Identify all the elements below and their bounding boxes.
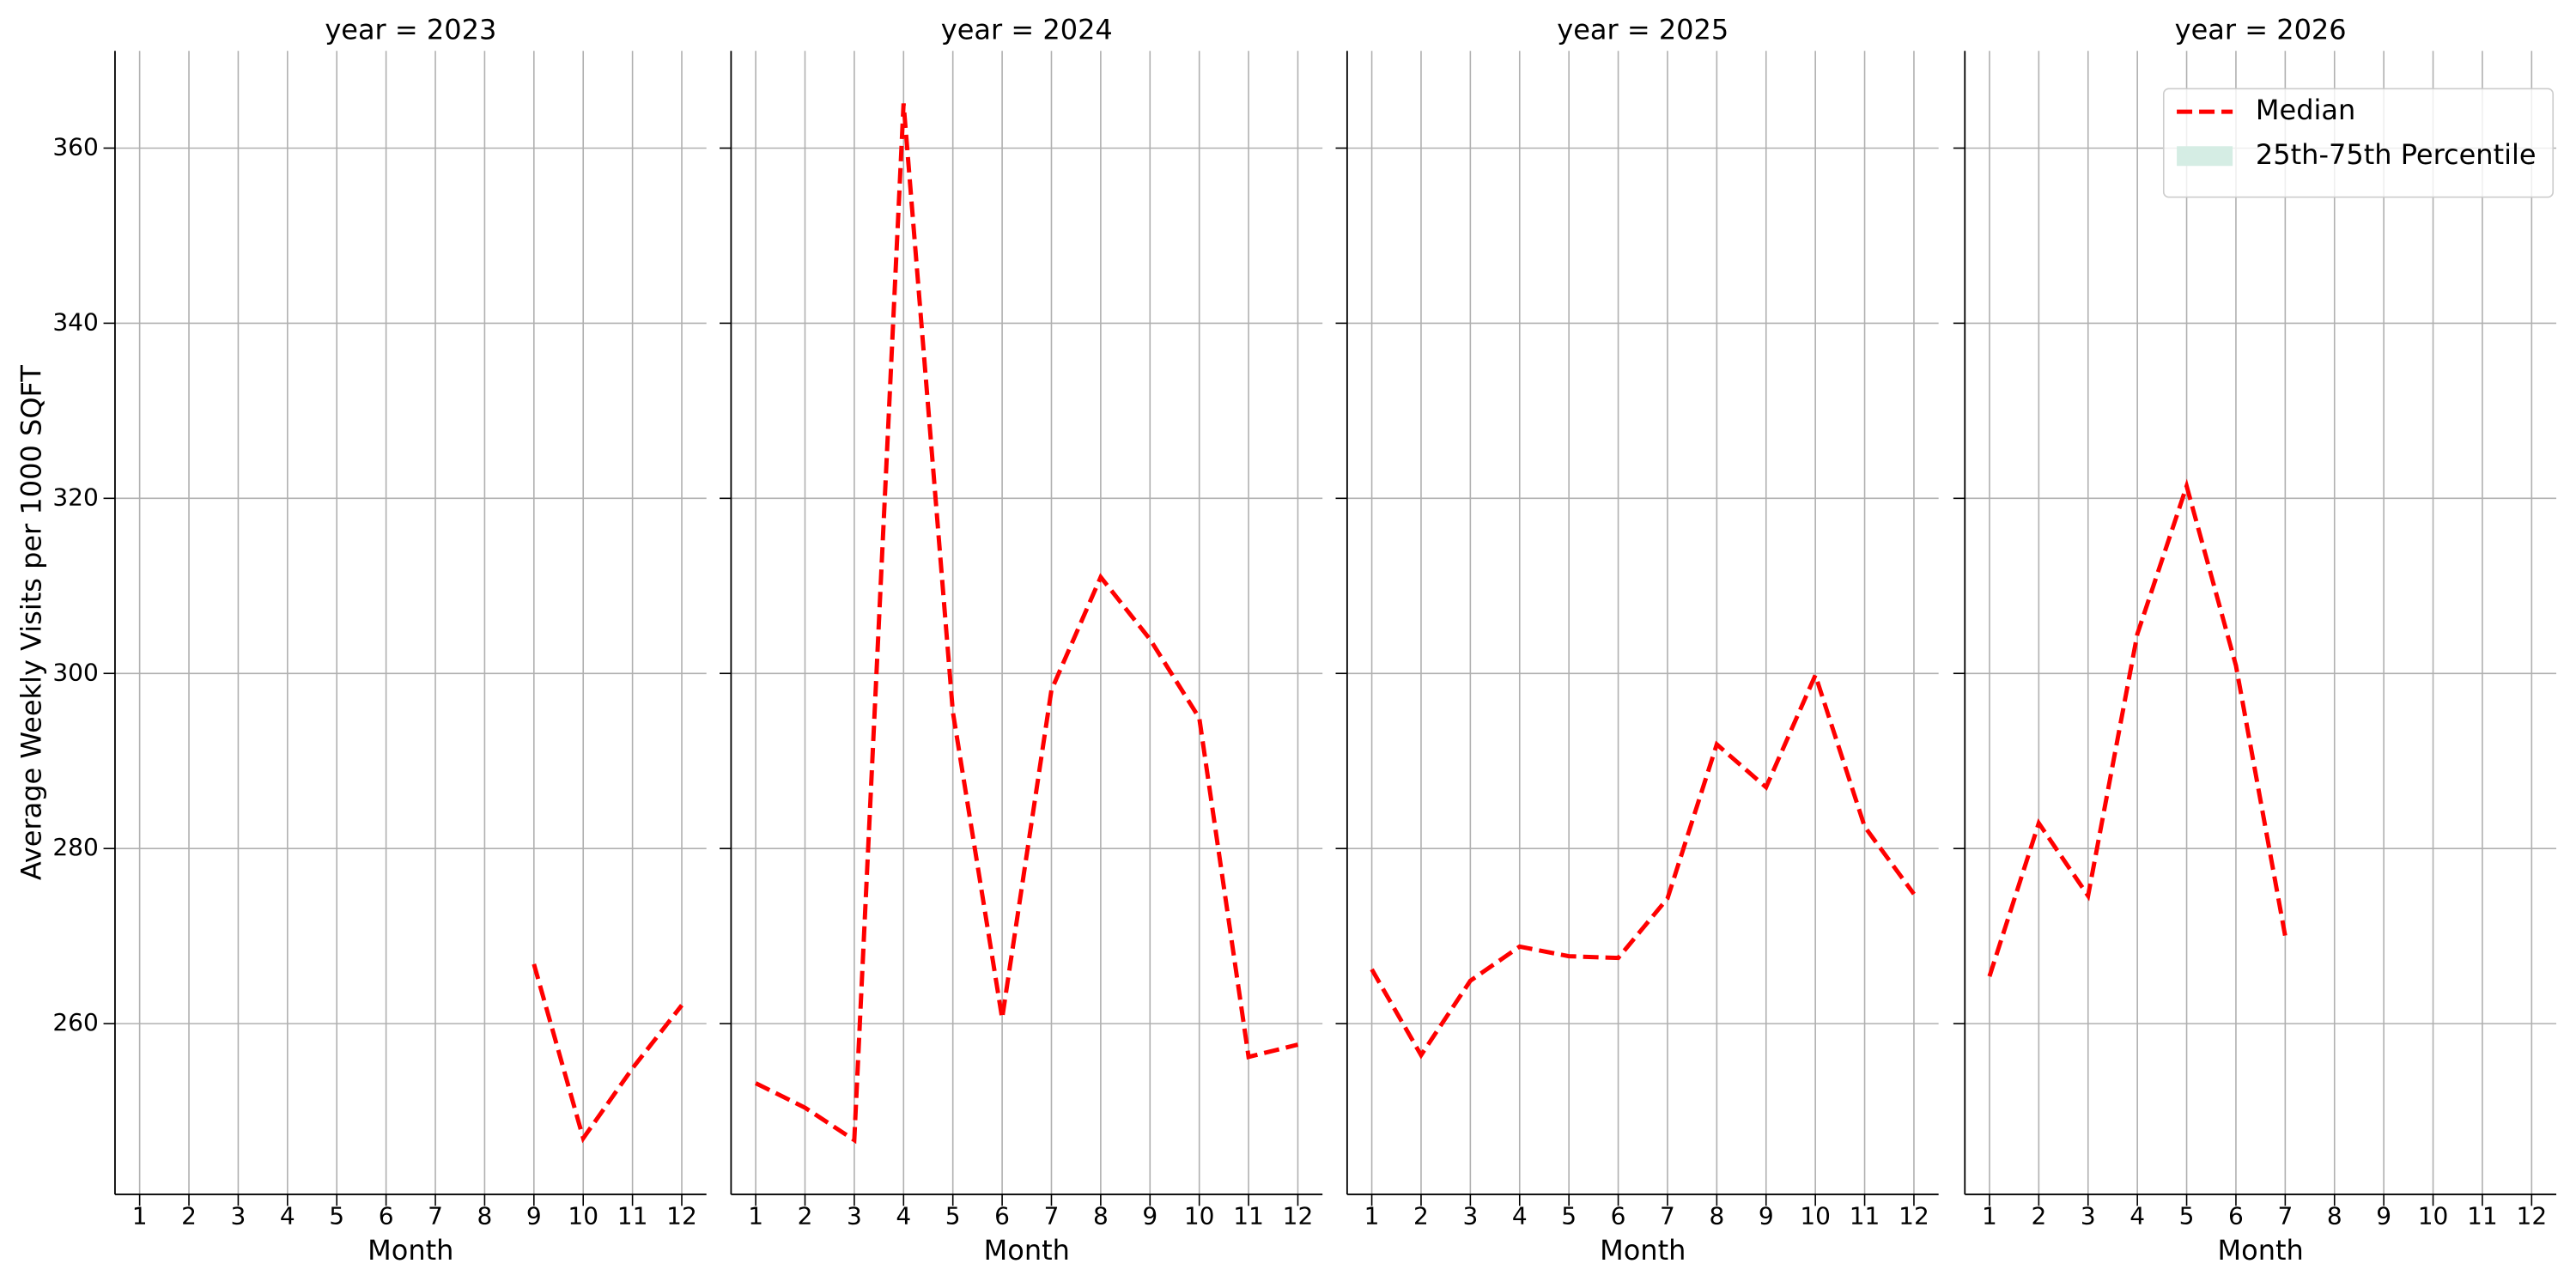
x-tick-label: 9 bbox=[1142, 1202, 1157, 1230]
panel-title: year = 2026 bbox=[2175, 13, 2347, 46]
x-tick-label: 10 bbox=[568, 1202, 598, 1230]
x-tick-label: 5 bbox=[945, 1202, 961, 1230]
x-tick-label: 1 bbox=[1982, 1202, 1997, 1230]
x-tick-label: 11 bbox=[1850, 1202, 1880, 1230]
x-tick-label: 3 bbox=[2081, 1202, 2096, 1230]
y-tick-label: 360 bbox=[52, 132, 98, 161]
y-tick-label: 280 bbox=[52, 833, 98, 861]
x-tick-label: 3 bbox=[847, 1202, 862, 1230]
x-tick-label: 4 bbox=[896, 1202, 911, 1230]
x-tick-label: 6 bbox=[994, 1202, 1010, 1230]
x-tick-label: 7 bbox=[1660, 1202, 1675, 1230]
x-tick-label: 3 bbox=[231, 1202, 246, 1230]
x-tick-label: 2 bbox=[2031, 1202, 2046, 1230]
x-tick-label: 7 bbox=[2277, 1202, 2293, 1230]
x-tick-label: 8 bbox=[1093, 1202, 1109, 1230]
panel-title: year = 2024 bbox=[941, 13, 1113, 46]
median-line bbox=[1987, 478, 2287, 977]
x-tick-label: 11 bbox=[2467, 1202, 2498, 1230]
x-tick-label: 2 bbox=[798, 1202, 813, 1230]
x-tick-label: 1 bbox=[1364, 1202, 1380, 1230]
median-line bbox=[532, 963, 683, 1144]
y-tick-label: 260 bbox=[52, 1008, 98, 1036]
x-tick-label: 9 bbox=[526, 1202, 542, 1230]
x-tick-label: 7 bbox=[428, 1202, 443, 1230]
x-tick-label: 12 bbox=[2517, 1202, 2548, 1230]
x-tick-label: 6 bbox=[2228, 1202, 2244, 1230]
x-tick-label: 12 bbox=[1283, 1202, 1314, 1230]
x-tick-label: 8 bbox=[1709, 1202, 1724, 1230]
x-tick-label: 12 bbox=[666, 1202, 697, 1230]
x-axis-label: Month bbox=[2218, 1234, 2304, 1267]
x-tick-label: 1 bbox=[132, 1202, 148, 1230]
x-tick-label: 4 bbox=[2129, 1202, 2145, 1230]
x-tick-label: 8 bbox=[2327, 1202, 2342, 1230]
panel-title: year = 2025 bbox=[1557, 13, 1728, 46]
median-line bbox=[754, 103, 1299, 1145]
x-tick-label: 3 bbox=[1462, 1202, 1478, 1230]
x-tick-label: 8 bbox=[477, 1202, 492, 1230]
x-tick-label: 1 bbox=[748, 1202, 763, 1230]
x-axis-label: Month bbox=[984, 1234, 1070, 1267]
x-tick-label: 12 bbox=[1899, 1202, 1929, 1230]
y-tick-label: 320 bbox=[52, 483, 98, 511]
legend-patch bbox=[2177, 146, 2233, 167]
x-axis-label: Month bbox=[1600, 1234, 1686, 1267]
x-tick-label: 4 bbox=[1512, 1202, 1528, 1230]
x-tick-label: 10 bbox=[1800, 1202, 1831, 1230]
x-tick-label: 5 bbox=[1561, 1202, 1577, 1230]
panel-title: year = 2023 bbox=[325, 13, 496, 46]
x-axis-label: Month bbox=[368, 1234, 453, 1267]
x-tick-label: 4 bbox=[280, 1202, 295, 1230]
x-tick-label: 2 bbox=[1413, 1202, 1429, 1230]
legend-label: 25th-75th Percentile bbox=[2256, 138, 2537, 171]
x-tick-label: 11 bbox=[617, 1202, 648, 1230]
y-axis-label: Average Weekly Visits per 1000 SQFT bbox=[15, 365, 47, 881]
x-tick-label: 7 bbox=[1044, 1202, 1060, 1230]
y-tick-label: 300 bbox=[52, 658, 98, 686]
x-tick-label: 5 bbox=[2179, 1202, 2195, 1230]
legend-box bbox=[2162, 88, 2555, 198]
x-tick-label: 9 bbox=[2376, 1202, 2391, 1230]
x-tick-label: 10 bbox=[1184, 1202, 1215, 1230]
x-tick-label: 11 bbox=[1233, 1202, 1264, 1230]
y-tick-label: 340 bbox=[52, 307, 98, 336]
x-tick-label: 2 bbox=[181, 1202, 197, 1230]
x-tick-label: 9 bbox=[1759, 1202, 1774, 1230]
x-tick-label: 5 bbox=[329, 1202, 344, 1230]
median-line bbox=[1370, 669, 1916, 1060]
x-tick-label: 6 bbox=[379, 1202, 394, 1230]
legend-label: Median bbox=[2256, 94, 2355, 126]
x-tick-label: 6 bbox=[1611, 1202, 1626, 1230]
x-tick-label: 10 bbox=[2418, 1202, 2449, 1230]
